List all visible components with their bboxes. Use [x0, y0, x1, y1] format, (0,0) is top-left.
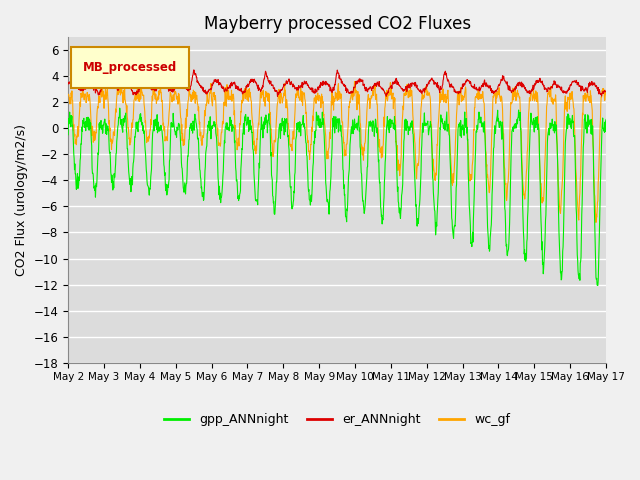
Y-axis label: CO2 Flux (urology/m2/s): CO2 Flux (urology/m2/s): [15, 124, 28, 276]
Title: Mayberry processed CO2 Fluxes: Mayberry processed CO2 Fluxes: [204, 15, 470, 33]
Legend: gpp_ANNnight, er_ANNnight, wc_gf: gpp_ANNnight, er_ANNnight, wc_gf: [159, 408, 515, 431]
Text: MB_processed: MB_processed: [83, 61, 177, 74]
FancyBboxPatch shape: [71, 47, 189, 88]
